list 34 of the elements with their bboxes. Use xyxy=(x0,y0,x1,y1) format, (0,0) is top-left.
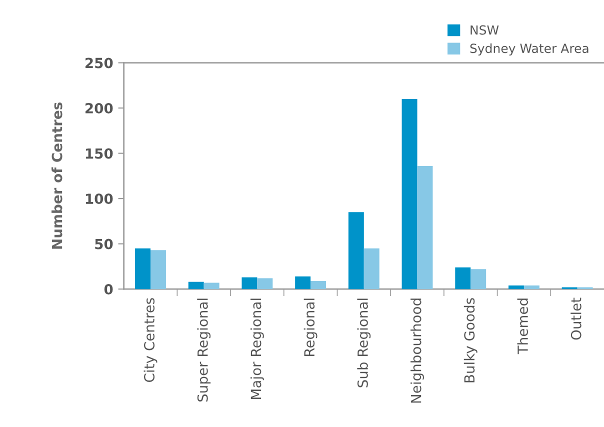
y-tick-label: 100 xyxy=(86,194,113,204)
x-tick-label: Super Regional xyxy=(197,298,211,402)
bar xyxy=(348,212,364,290)
x-tick-label: Themed xyxy=(517,298,528,354)
bar xyxy=(242,277,258,290)
bar xyxy=(188,282,204,290)
bar xyxy=(295,276,311,290)
x-tick-label: Bulky Goods xyxy=(464,298,478,382)
y-tick-label: 150 xyxy=(86,148,113,159)
y-tick-label: 0 xyxy=(104,284,113,295)
x-tick-label: Outlet xyxy=(570,298,582,340)
x-tick-label: City Centres xyxy=(144,298,158,382)
bar xyxy=(524,285,540,290)
bar xyxy=(364,248,380,290)
legend-label: NSW xyxy=(470,25,499,35)
y-tick-label: 200 xyxy=(86,103,113,114)
y-axis-title: Number of Centres xyxy=(52,102,62,249)
bar xyxy=(135,248,150,290)
y-tick-label: 250 xyxy=(86,58,113,68)
x-tick-label: Regional xyxy=(304,298,318,356)
bar xyxy=(470,269,486,290)
bar xyxy=(417,166,433,290)
x-tick-label: Sub Regional xyxy=(357,298,371,388)
x-tick-label: Neighbourhood xyxy=(410,298,424,403)
bar xyxy=(455,267,471,290)
x-tick-label: Major Regional xyxy=(250,298,264,399)
bar xyxy=(204,282,220,290)
bar xyxy=(508,285,524,290)
legend-label: Sydney Water Area xyxy=(470,43,588,56)
bar xyxy=(150,250,166,290)
y-tick-label: 50 xyxy=(95,238,113,250)
bar xyxy=(257,278,273,290)
bar xyxy=(402,98,418,290)
bar xyxy=(310,280,326,290)
